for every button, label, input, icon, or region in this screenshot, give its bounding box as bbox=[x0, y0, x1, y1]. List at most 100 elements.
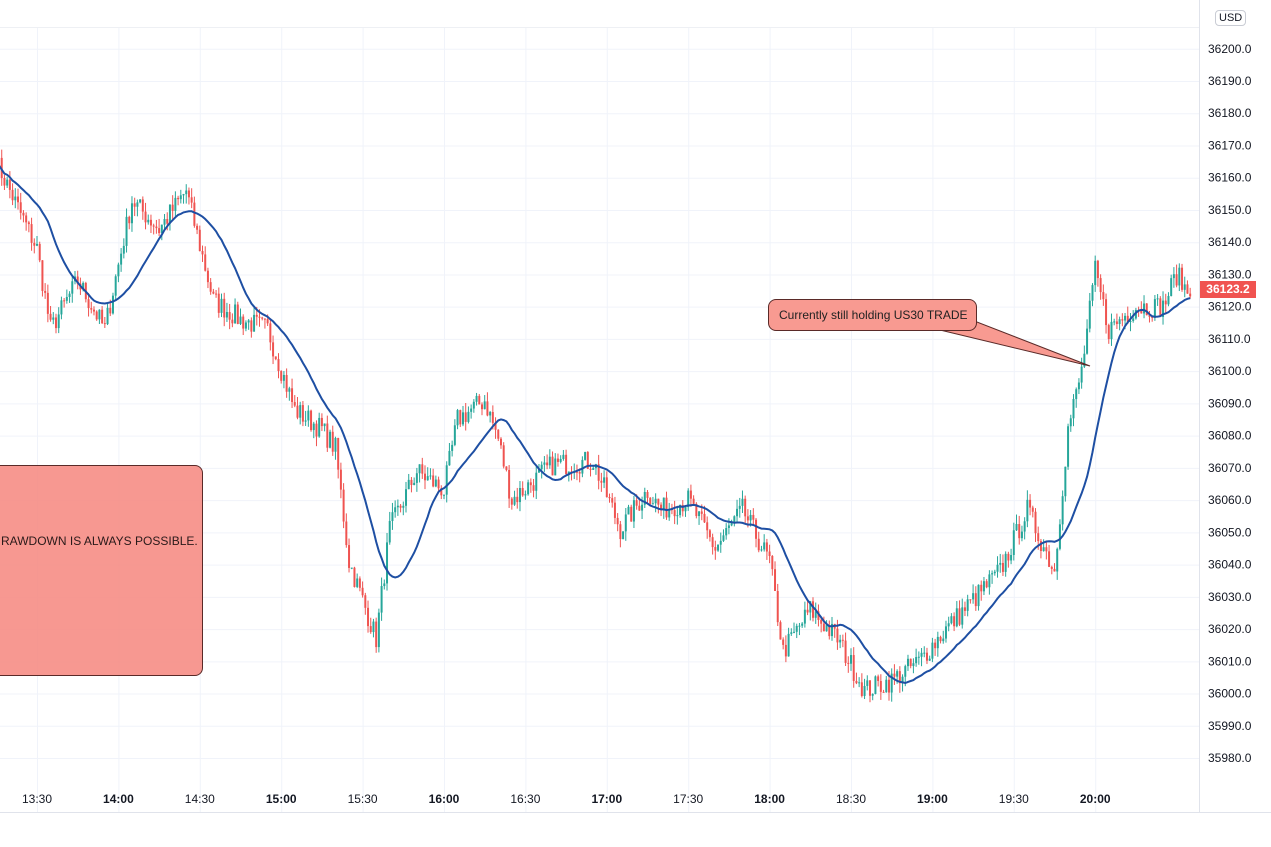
candle-body bbox=[698, 511, 701, 517]
candle-body bbox=[822, 623, 825, 632]
candle-body bbox=[63, 300, 66, 302]
candle-body bbox=[1091, 285, 1094, 301]
candle-body bbox=[578, 472, 581, 474]
candle-body bbox=[198, 229, 201, 252]
time-axis[interactable]: 13:30 14:00 14:30 15:00 15:30 16:00 16:30 17:00… bbox=[22, 792, 1111, 806]
candle-body bbox=[1145, 303, 1148, 316]
candle-body bbox=[527, 482, 530, 495]
candle-body bbox=[480, 404, 483, 410]
candle-body bbox=[1020, 531, 1023, 539]
candle-body bbox=[1064, 466, 1067, 497]
candle-body bbox=[874, 676, 877, 694]
candle-body bbox=[494, 422, 497, 430]
candle-body bbox=[223, 298, 226, 318]
candle-body bbox=[339, 469, 342, 490]
price-tick-label: 36110.0 bbox=[1208, 332, 1251, 346]
price-tick-label: 36180.0 bbox=[1208, 106, 1252, 120]
time-tick-label: 19:30 bbox=[999, 792, 1029, 806]
candle-body bbox=[928, 658, 931, 661]
candle-body bbox=[597, 464, 600, 481]
candle-body bbox=[993, 571, 996, 574]
candle-body bbox=[974, 593, 977, 607]
candle-body bbox=[30, 224, 33, 243]
time-tick-label: 16:30 bbox=[510, 792, 540, 806]
candle-body bbox=[27, 222, 30, 225]
candle-body bbox=[1189, 293, 1192, 297]
candle-body bbox=[749, 514, 752, 521]
time-tick-label: 14:00 bbox=[103, 792, 134, 806]
price-tick-label: 36010.0 bbox=[1208, 654, 1252, 668]
candle-body bbox=[831, 623, 834, 637]
candle-body bbox=[1129, 320, 1132, 322]
candle-body bbox=[228, 312, 231, 320]
candle-body bbox=[725, 528, 728, 536]
candle-body bbox=[1151, 316, 1154, 318]
trade-callout[interactable]: Currently still holding US30 TRADE bbox=[768, 299, 977, 331]
candle-body bbox=[329, 431, 332, 448]
candle-body bbox=[33, 242, 36, 246]
candle-body bbox=[434, 479, 437, 487]
candle-body bbox=[961, 607, 964, 625]
candle-body bbox=[717, 544, 720, 551]
candle-body bbox=[706, 522, 709, 531]
candle-body bbox=[68, 293, 71, 297]
candle-body bbox=[356, 578, 359, 587]
candle-body bbox=[345, 521, 348, 546]
drawdown-note[interactable]: RAWDOWN IS ALWAYS POSSIBLE. bbox=[0, 465, 203, 676]
candle-body bbox=[529, 482, 532, 486]
candle-body bbox=[1175, 274, 1178, 286]
candle-body bbox=[991, 573, 994, 575]
candle-body bbox=[825, 625, 828, 632]
candle-body bbox=[820, 619, 823, 624]
candle-body bbox=[380, 586, 383, 613]
candle-body bbox=[613, 502, 616, 518]
candle-body bbox=[700, 511, 703, 514]
candle-body bbox=[863, 685, 866, 696]
candle-body bbox=[187, 190, 190, 198]
candle-body bbox=[581, 459, 584, 474]
candle-body bbox=[651, 503, 654, 505]
candle-body bbox=[982, 581, 985, 592]
candle-body bbox=[920, 652, 923, 657]
candle-body bbox=[182, 194, 185, 196]
candle-body bbox=[1031, 507, 1034, 512]
candle-body bbox=[1045, 547, 1048, 552]
candle-body bbox=[179, 195, 182, 200]
candle-body bbox=[559, 458, 562, 462]
price-tick-label: 36200.0 bbox=[1208, 42, 1252, 56]
candle-body bbox=[508, 469, 511, 499]
candle-body bbox=[255, 314, 258, 317]
candle-body bbox=[1037, 533, 1040, 542]
candle-body bbox=[885, 679, 888, 693]
candle-body bbox=[817, 611, 820, 620]
price-axis[interactable]: 36200.0 36190.0 36180.0 36170.0 36160.0 36150… bbox=[1208, 42, 1252, 765]
candle-body bbox=[285, 374, 288, 392]
candle-body bbox=[453, 425, 456, 445]
candle-body bbox=[782, 639, 785, 645]
candle-body bbox=[1042, 547, 1045, 552]
candle-body bbox=[38, 243, 41, 261]
candle-body bbox=[950, 616, 953, 624]
candle-body bbox=[1186, 284, 1189, 294]
candle-body bbox=[1164, 300, 1167, 305]
candle-body bbox=[518, 487, 521, 503]
candle-body bbox=[367, 607, 370, 627]
candle-body bbox=[1110, 321, 1113, 340]
candle-body bbox=[765, 542, 768, 552]
candle-body bbox=[736, 508, 739, 517]
candle-body bbox=[546, 462, 549, 466]
candle-body bbox=[206, 270, 209, 283]
candle-body bbox=[1075, 389, 1078, 400]
candle-body bbox=[567, 471, 570, 475]
candle-body bbox=[413, 482, 416, 486]
candle-body bbox=[562, 454, 565, 459]
candle-body bbox=[461, 412, 464, 425]
currency-badge[interactable]: USD bbox=[1215, 10, 1247, 26]
candle-body bbox=[49, 313, 52, 320]
candle-body bbox=[513, 496, 516, 505]
candle-body bbox=[14, 196, 17, 201]
candle-body bbox=[1159, 298, 1162, 317]
time-tick-label: 17:00 bbox=[591, 792, 622, 806]
candle-body bbox=[274, 356, 277, 360]
